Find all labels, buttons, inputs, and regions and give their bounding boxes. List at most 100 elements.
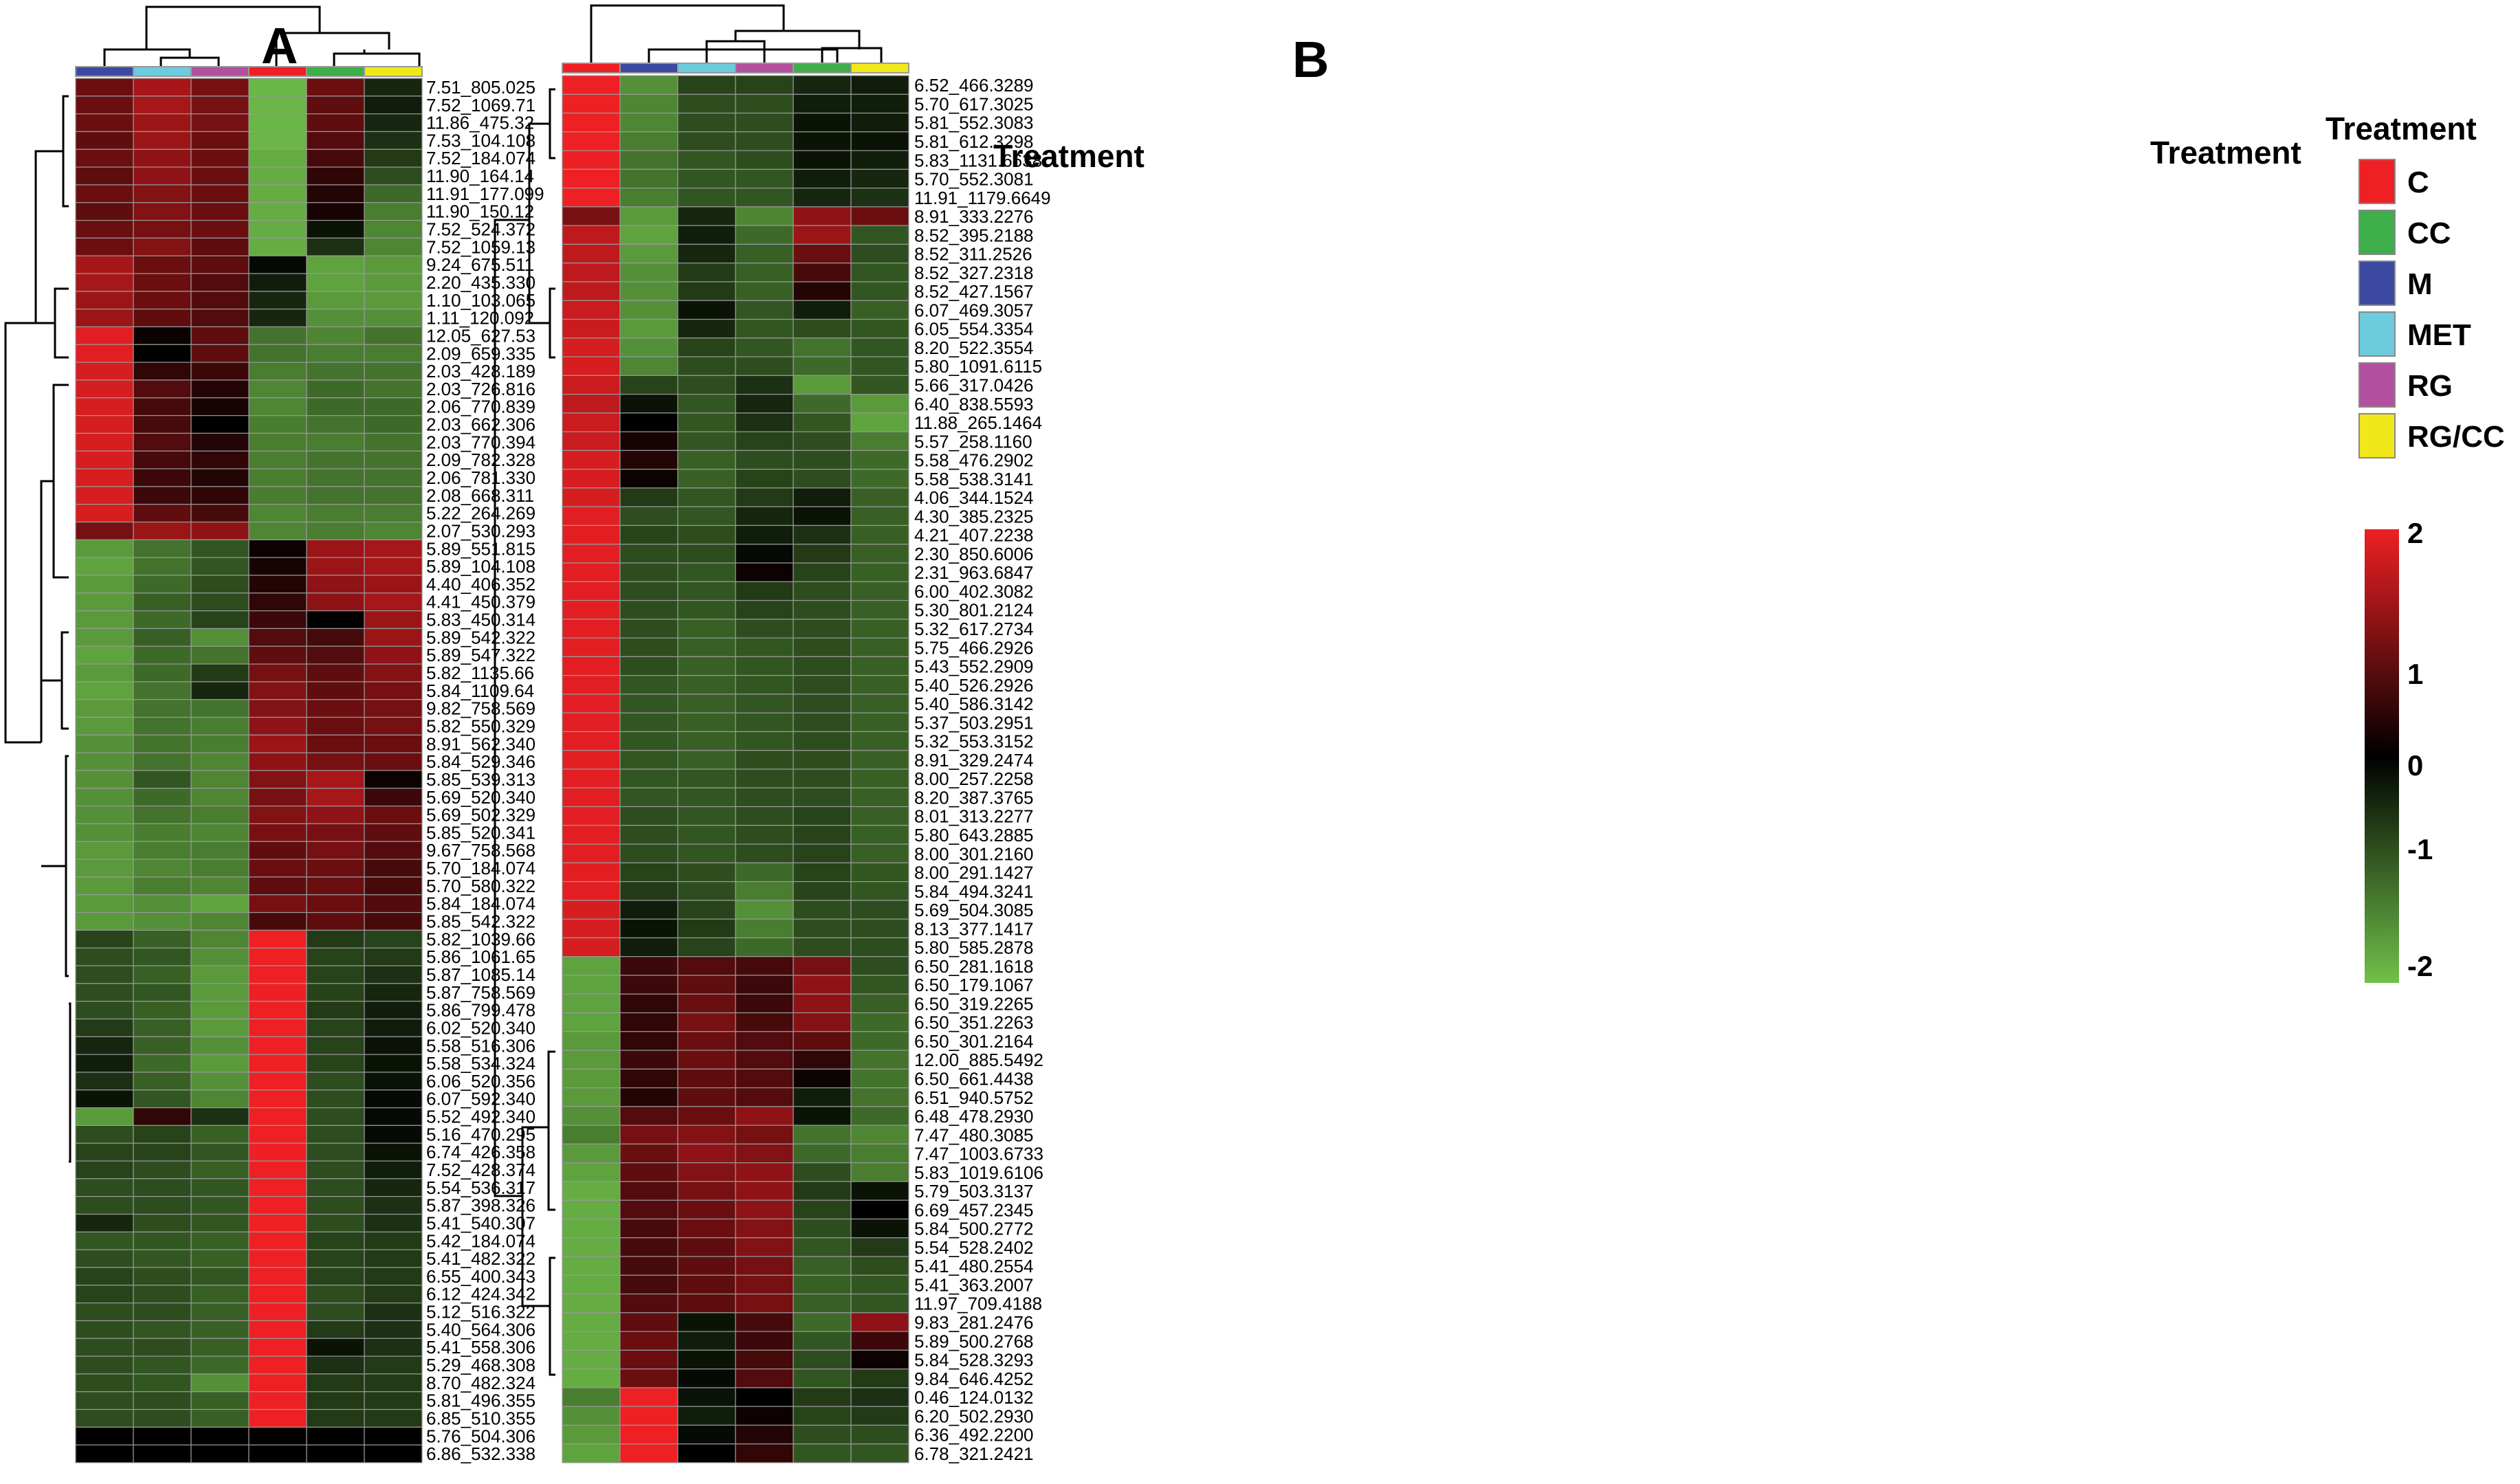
heatmap-cell <box>677 112 736 133</box>
heatmap-cell <box>364 788 423 807</box>
heatmap-cell <box>562 862 621 883</box>
panel-a-treatment-bar <box>75 66 423 77</box>
heatmap-cell <box>735 993 794 1014</box>
heatmap-cell <box>850 956 909 976</box>
heatmap-cell <box>75 1320 134 1339</box>
heatmap-cell <box>248 1036 307 1055</box>
heatmap-cell <box>793 656 852 676</box>
heatmap-cell <box>677 843 736 863</box>
heatmap-cell <box>306 1018 365 1037</box>
heatmap-cell <box>850 469 909 489</box>
heatmap-cell <box>793 637 852 657</box>
heatmap-cell <box>190 716 250 735</box>
heatmap-cell <box>190 788 250 807</box>
row-label: 5.80_1091.6115 <box>914 356 1042 377</box>
panel-b-label: B <box>1292 31 1329 88</box>
heatmap-cell <box>619 918 678 939</box>
heatmap-cell <box>677 825 736 845</box>
heatmap-cell <box>364 504 423 523</box>
heatmap-cell <box>735 937 794 957</box>
heatmap-cell <box>364 166 423 186</box>
heatmap-cell <box>190 911 250 931</box>
heatmap-cell <box>190 1444 250 1463</box>
heatmap-cell <box>248 113 307 133</box>
heatmap-cell <box>190 486 250 505</box>
heatmap-cell <box>248 823 307 842</box>
heatmap-cell <box>133 202 192 221</box>
heatmap-cell <box>248 788 307 807</box>
row-label: 5.85_539.313 <box>426 769 535 790</box>
row-label: 9.82_758.569 <box>426 698 535 719</box>
treatment-swatch-rg <box>735 63 794 74</box>
heatmap-cell <box>619 862 678 883</box>
heatmap-cell <box>735 431 794 452</box>
heatmap-cell <box>677 375 736 395</box>
row-label: 6.36_492.2200 <box>914 1425 1034 1446</box>
heatmap-cell <box>619 1293 678 1314</box>
row-label: 7.52_184.074 <box>426 148 535 168</box>
heatmap-cell <box>364 1036 423 1055</box>
heatmap-cell <box>248 1001 307 1020</box>
row-label: 6.02_520.340 <box>426 1017 535 1038</box>
heatmap-cell <box>190 770 250 789</box>
heatmap-cell <box>248 131 307 150</box>
heatmap-cell <box>735 506 794 527</box>
heatmap-cell <box>619 1050 678 1070</box>
heatmap-cell <box>306 539 365 558</box>
heatmap-cell <box>677 1331 736 1351</box>
heatmap-cell <box>306 734 365 753</box>
heatmap-cell <box>735 1087 794 1107</box>
heatmap-cell <box>190 699 250 718</box>
heatmap-cell <box>364 716 423 735</box>
heatmap-cell <box>850 93 909 114</box>
color-scale: 2 1 0 -1 -2 <box>2365 517 2433 983</box>
heatmap-cell <box>248 645 307 665</box>
row-label: 5.89_500.2768 <box>914 1331 1034 1351</box>
heatmap-cell <box>248 1231 307 1250</box>
heatmap-cell <box>619 243 678 264</box>
heatmap-cell <box>735 544 794 564</box>
row-label: 2.30_850.6006 <box>914 544 1034 564</box>
heatmap-cell <box>735 1143 794 1164</box>
heatmap-cell <box>248 1426 307 1446</box>
heatmap-cell <box>133 1355 192 1375</box>
legend-swatch-c <box>2358 159 2396 204</box>
row-dendrogram-branch <box>4 322 41 744</box>
heatmap-cell <box>306 1231 365 1250</box>
heatmap-cell <box>306 326 365 345</box>
heatmap-cell <box>677 450 736 470</box>
heatmap-cell <box>619 544 678 564</box>
heatmap-cell <box>850 1087 909 1107</box>
heatmap-cell <box>364 1391 423 1410</box>
heatmap-cell <box>75 309 134 328</box>
heatmap-cell <box>793 150 852 170</box>
heatmap-cell <box>850 1218 909 1239</box>
heatmap-cell <box>75 1089 134 1109</box>
heatmap-cell <box>793 1369 852 1388</box>
heatmap-cell <box>850 562 909 582</box>
heatmap-cell <box>306 291 365 310</box>
row-label: 5.42_184.074 <box>426 1230 535 1251</box>
heatmap-cell <box>735 562 794 582</box>
heatmap-cell <box>793 544 852 564</box>
row-dendrogram-branch <box>528 122 550 324</box>
heatmap-cell <box>75 1054 134 1073</box>
heatmap-cell <box>364 397 423 417</box>
row-label: 6.50_661.4438 <box>914 1069 1034 1089</box>
heatmap-cell <box>306 841 365 860</box>
heatmap-cell <box>619 1369 678 1388</box>
heatmap-cell <box>735 862 794 883</box>
heatmap-cell <box>75 1338 134 1357</box>
row-dendrogram-branch <box>547 1050 555 1211</box>
heatmap-cell <box>190 1107 250 1127</box>
row-label: 9.67_758.568 <box>426 840 535 861</box>
heatmap-cell <box>248 539 307 558</box>
heatmap-cell <box>306 788 365 807</box>
heatmap-cell <box>364 432 423 452</box>
heatmap-cell <box>850 712 909 733</box>
legend-swatch-rg-cc <box>2358 413 2396 458</box>
heatmap-cell <box>306 1001 365 1020</box>
heatmap-cell <box>735 956 794 976</box>
heatmap-cell <box>133 131 192 150</box>
heatmap-cell <box>850 918 909 939</box>
